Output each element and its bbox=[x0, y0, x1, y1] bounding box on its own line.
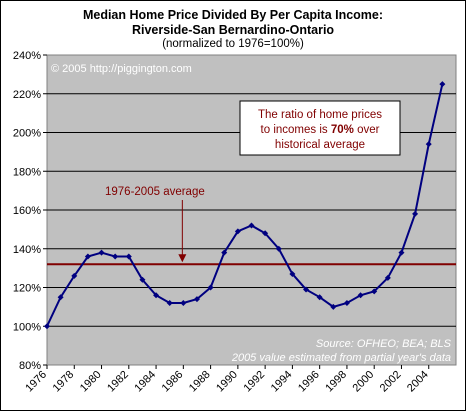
x-tick-label: 2002 bbox=[378, 369, 404, 395]
data-point bbox=[112, 253, 119, 260]
y-tick-label: 220% bbox=[13, 89, 41, 101]
chart-subtitle: (normalized to 1976=100%) bbox=[162, 38, 304, 50]
callout-line-1: The ratio of home prices bbox=[258, 109, 382, 121]
data-point bbox=[412, 210, 419, 217]
series-points bbox=[44, 81, 446, 330]
y-tick-label: 140% bbox=[13, 244, 41, 256]
data-point bbox=[289, 270, 296, 277]
data-point bbox=[180, 300, 187, 306]
average-arrowhead bbox=[178, 254, 187, 263]
data-point bbox=[357, 292, 364, 299]
callout-line-3: historical average bbox=[275, 139, 365, 151]
x-tick-label: 1978 bbox=[51, 369, 77, 395]
y-axis-ticks: 80% 100% 120% 140% 160% 180% 200% 220% 240% bbox=[13, 50, 47, 372]
x-tick-label: 1990 bbox=[214, 369, 240, 395]
data-point bbox=[262, 230, 269, 237]
y-tick-label: 80% bbox=[19, 360, 41, 372]
data-point bbox=[398, 249, 405, 256]
x-tick-label: 1984 bbox=[132, 369, 158, 395]
gridlines bbox=[47, 93, 456, 327]
data-point bbox=[316, 294, 323, 301]
x-tick-label: 2004 bbox=[405, 369, 431, 395]
data-point bbox=[221, 249, 228, 256]
x-tick-label: 1994 bbox=[269, 369, 295, 395]
data-point bbox=[234, 228, 241, 235]
x-tick-label: 1986 bbox=[160, 369, 186, 395]
data-point bbox=[303, 286, 310, 293]
data-point bbox=[57, 294, 64, 301]
data-point bbox=[248, 222, 255, 229]
data-point bbox=[193, 296, 200, 303]
estimate-note: 2005 value estimated from partial year's… bbox=[231, 352, 451, 364]
chart-title-line2: Riverside-San Bernardino-Ontario bbox=[131, 23, 335, 37]
data-point bbox=[275, 245, 282, 252]
x-tick-label: 1980 bbox=[78, 369, 104, 395]
data-point bbox=[139, 276, 146, 283]
callout-line-2-bold: 70% bbox=[331, 124, 354, 136]
x-tick-label: 2000 bbox=[351, 369, 377, 395]
x-tick-label: 1998 bbox=[323, 369, 349, 395]
y-tick-label: 160% bbox=[13, 205, 41, 217]
data-point bbox=[166, 300, 173, 306]
data-point bbox=[330, 303, 337, 310]
y-tick-label: 100% bbox=[13, 321, 41, 333]
y-tick-label: 200% bbox=[13, 128, 41, 140]
x-axis-ticks: 1976 1978 1980 1982 1984 1986 1988 1990 1992 1994… bbox=[23, 365, 431, 394]
data-point bbox=[439, 81, 446, 88]
y-tick-label: 240% bbox=[13, 50, 41, 62]
x-tick-label: 1976 bbox=[23, 369, 49, 395]
x-tick-label: 1988 bbox=[187, 369, 213, 395]
data-point bbox=[98, 249, 105, 256]
y-tick-label: 120% bbox=[13, 283, 41, 295]
data-point bbox=[343, 300, 350, 306]
x-tick-label: 1996 bbox=[296, 369, 322, 395]
x-tick-label: 1992 bbox=[241, 369, 267, 395]
callout-line-2: to incomes is 70% over bbox=[261, 124, 380, 136]
x-tick-label: 1982 bbox=[105, 369, 131, 395]
data-point bbox=[371, 288, 378, 295]
callout-box bbox=[239, 100, 401, 156]
data-point bbox=[84, 253, 91, 260]
data-point bbox=[207, 284, 214, 291]
data-point bbox=[425, 141, 432, 148]
average-label: 1976-2005 average bbox=[105, 186, 205, 198]
source-note: Source: OFHEO; BEA; BLS bbox=[316, 338, 452, 350]
callout-line-2-pre: to incomes is bbox=[261, 124, 331, 136]
data-point bbox=[125, 253, 132, 260]
data-point bbox=[71, 272, 78, 279]
y-tick-label: 180% bbox=[13, 166, 41, 178]
data-point bbox=[44, 323, 50, 330]
data-point bbox=[384, 274, 391, 281]
callout-line-2-post: over bbox=[354, 124, 380, 136]
copyright-note: © 2005 http://piggington.com bbox=[51, 63, 192, 75]
data-point bbox=[153, 292, 160, 299]
chart-title: Median Home Price Divided By Per Capita … bbox=[82, 8, 384, 22]
